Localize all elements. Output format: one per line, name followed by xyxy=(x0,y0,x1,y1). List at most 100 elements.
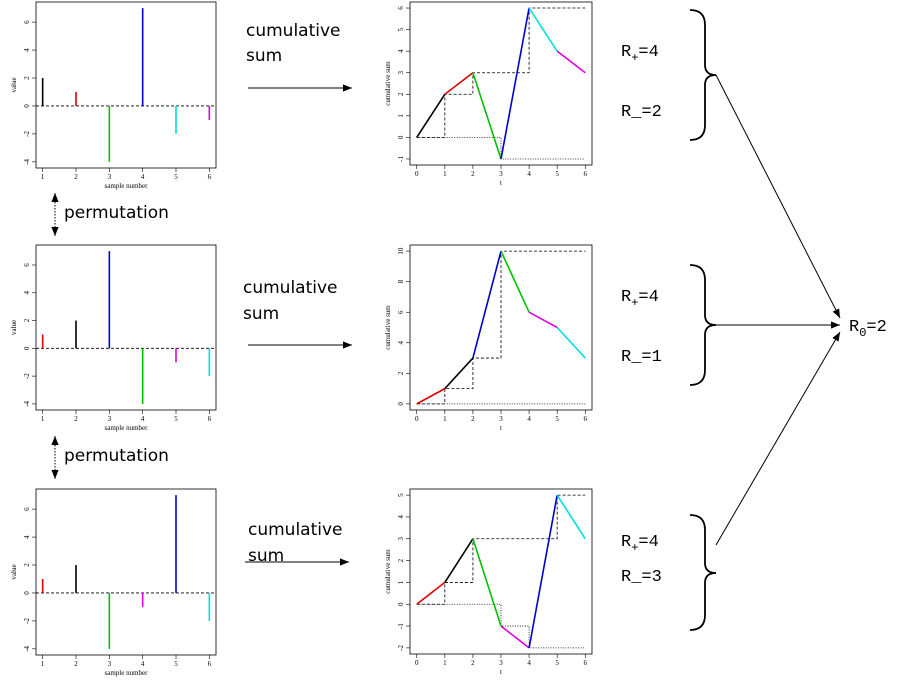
segment xyxy=(500,625,530,649)
segment xyxy=(444,357,474,390)
r-base: R xyxy=(621,288,631,307)
y-tick-label: 0 xyxy=(23,104,31,108)
arrow xyxy=(715,74,841,319)
y-tick-label: -2 xyxy=(23,130,31,136)
r-plus: R+=4 xyxy=(621,288,659,310)
y-axis-label: value xyxy=(10,320,18,335)
y-tick-label: -2 xyxy=(23,373,31,379)
r-sub: + xyxy=(631,296,638,310)
x-axis-label: t xyxy=(500,424,502,432)
r-rest: =4 xyxy=(638,43,658,62)
y-tick-label: 0 xyxy=(23,591,31,595)
chart: 1 2 3 4 5 6 -4 -2 0 2 4 6 sample number value xyxy=(10,1,217,190)
y-tick-label: -4 xyxy=(23,645,31,651)
operation-row-1: cumulative sum xyxy=(246,21,352,92)
x-tick-label: 3 xyxy=(499,170,503,178)
brace xyxy=(689,9,717,141)
x-tick-label: 3 xyxy=(499,659,503,667)
y-tick-label: 0 xyxy=(23,346,31,350)
x-tick-label: 6 xyxy=(208,415,212,423)
segment xyxy=(500,7,530,160)
r-rest: =4 xyxy=(638,288,658,307)
x-tick-label: 2 xyxy=(74,173,78,181)
r-base: R xyxy=(849,318,859,337)
segment xyxy=(472,250,502,359)
x-tick-label: 2 xyxy=(74,415,78,423)
segment xyxy=(528,7,558,52)
r-base: R xyxy=(621,533,631,552)
x-tick-label: 1 xyxy=(41,173,45,181)
x-tick-label: 4 xyxy=(527,170,531,178)
operation-label: sum xyxy=(248,546,284,566)
y-axis-label: cumulative sum xyxy=(384,61,392,106)
y-tick-label: 0 xyxy=(397,402,405,406)
x-axis-label: sample number xyxy=(105,669,149,677)
y-tick-label: 0 xyxy=(397,135,405,139)
segment xyxy=(528,311,558,329)
x-axis-label: t xyxy=(500,179,502,187)
operation-row-3: cumulative sum xyxy=(245,520,349,566)
y-tick-label: 2 xyxy=(397,371,405,375)
y-tick-label: -2 xyxy=(397,644,405,650)
chart: 0 1 2 3 4 5 6 -1 0 1 2 3 4 5 6 t cumulative sum xyxy=(384,1,593,187)
x-tick-label: 4 xyxy=(141,415,145,423)
chart: 1 2 3 4 5 6 -4 -2 0 2 4 6 sample number value xyxy=(10,488,217,677)
segment xyxy=(472,72,502,160)
segment xyxy=(472,538,502,627)
y-tick-label: 1 xyxy=(397,580,405,584)
running-min xyxy=(416,137,586,160)
y-axis-label: cumulative sum xyxy=(384,305,392,350)
y-tick-label: 6 xyxy=(397,6,405,10)
segment xyxy=(528,494,558,649)
y-tick-label: 4 xyxy=(397,341,405,345)
y-tick-label: 5 xyxy=(397,493,405,497)
brace xyxy=(689,514,717,631)
segment xyxy=(444,72,474,95)
r-sub: 0 xyxy=(859,326,866,340)
x-tick-label: 4 xyxy=(527,415,531,423)
segment xyxy=(444,538,474,583)
operation-label: cumulative xyxy=(246,21,341,41)
r-sub: + xyxy=(631,541,638,555)
y-tick-label: 8 xyxy=(397,279,405,283)
chart: 0 1 2 3 4 5 6 -2 -1 0 1 2 3 4 5 t cumulative sum xyxy=(384,488,593,676)
segment xyxy=(556,50,586,74)
x-tick-label: 1 xyxy=(443,415,447,423)
y-axis-label: value xyxy=(10,564,18,579)
x-tick-label: 5 xyxy=(174,415,178,423)
y-axis-label: value xyxy=(10,77,18,92)
operation-label: sum xyxy=(243,304,279,324)
r-minus: R_=3 xyxy=(621,568,662,587)
permutation-label: permutation xyxy=(64,203,169,223)
plot-frame xyxy=(409,1,593,166)
y-tick-label: 0 xyxy=(397,602,405,606)
y-tick-label: 6 xyxy=(23,263,31,267)
chart: 1 2 3 4 5 6 -4 -2 0 2 4 6 sample number value xyxy=(10,244,217,432)
y-tick-label: 4 xyxy=(23,291,31,295)
r-plus: R+=4 xyxy=(621,533,659,555)
r-rest: =4 xyxy=(638,533,658,552)
x-tick-label: 4 xyxy=(141,173,145,181)
operation-row-2: cumulative sum xyxy=(243,278,352,349)
x-tick-label: 1 xyxy=(41,660,45,668)
x-axis-label: sample number xyxy=(105,424,149,432)
x-tick-label: 6 xyxy=(584,415,588,423)
y-tick-label: 2 xyxy=(23,76,31,80)
x-tick-label: 1 xyxy=(443,659,447,667)
y-tick-label: 4 xyxy=(397,49,405,53)
operation-label: cumulative xyxy=(248,520,343,540)
x-axis-label: sample number xyxy=(105,182,149,190)
segment xyxy=(416,581,446,605)
y-tick-label: 3 xyxy=(397,70,405,74)
x-tick-label: 2 xyxy=(471,415,475,423)
y-axis-label: cumulative sum xyxy=(384,549,392,594)
r-base: R xyxy=(621,43,631,62)
x-tick-label: 3 xyxy=(108,415,112,423)
running-max xyxy=(416,494,586,605)
y-tick-label: -4 xyxy=(23,400,31,406)
y-tick-label: 6 xyxy=(23,507,31,511)
plot-frame xyxy=(35,244,217,411)
x-tick-label: 6 xyxy=(584,659,588,667)
y-tick-label: 4 xyxy=(23,48,31,52)
